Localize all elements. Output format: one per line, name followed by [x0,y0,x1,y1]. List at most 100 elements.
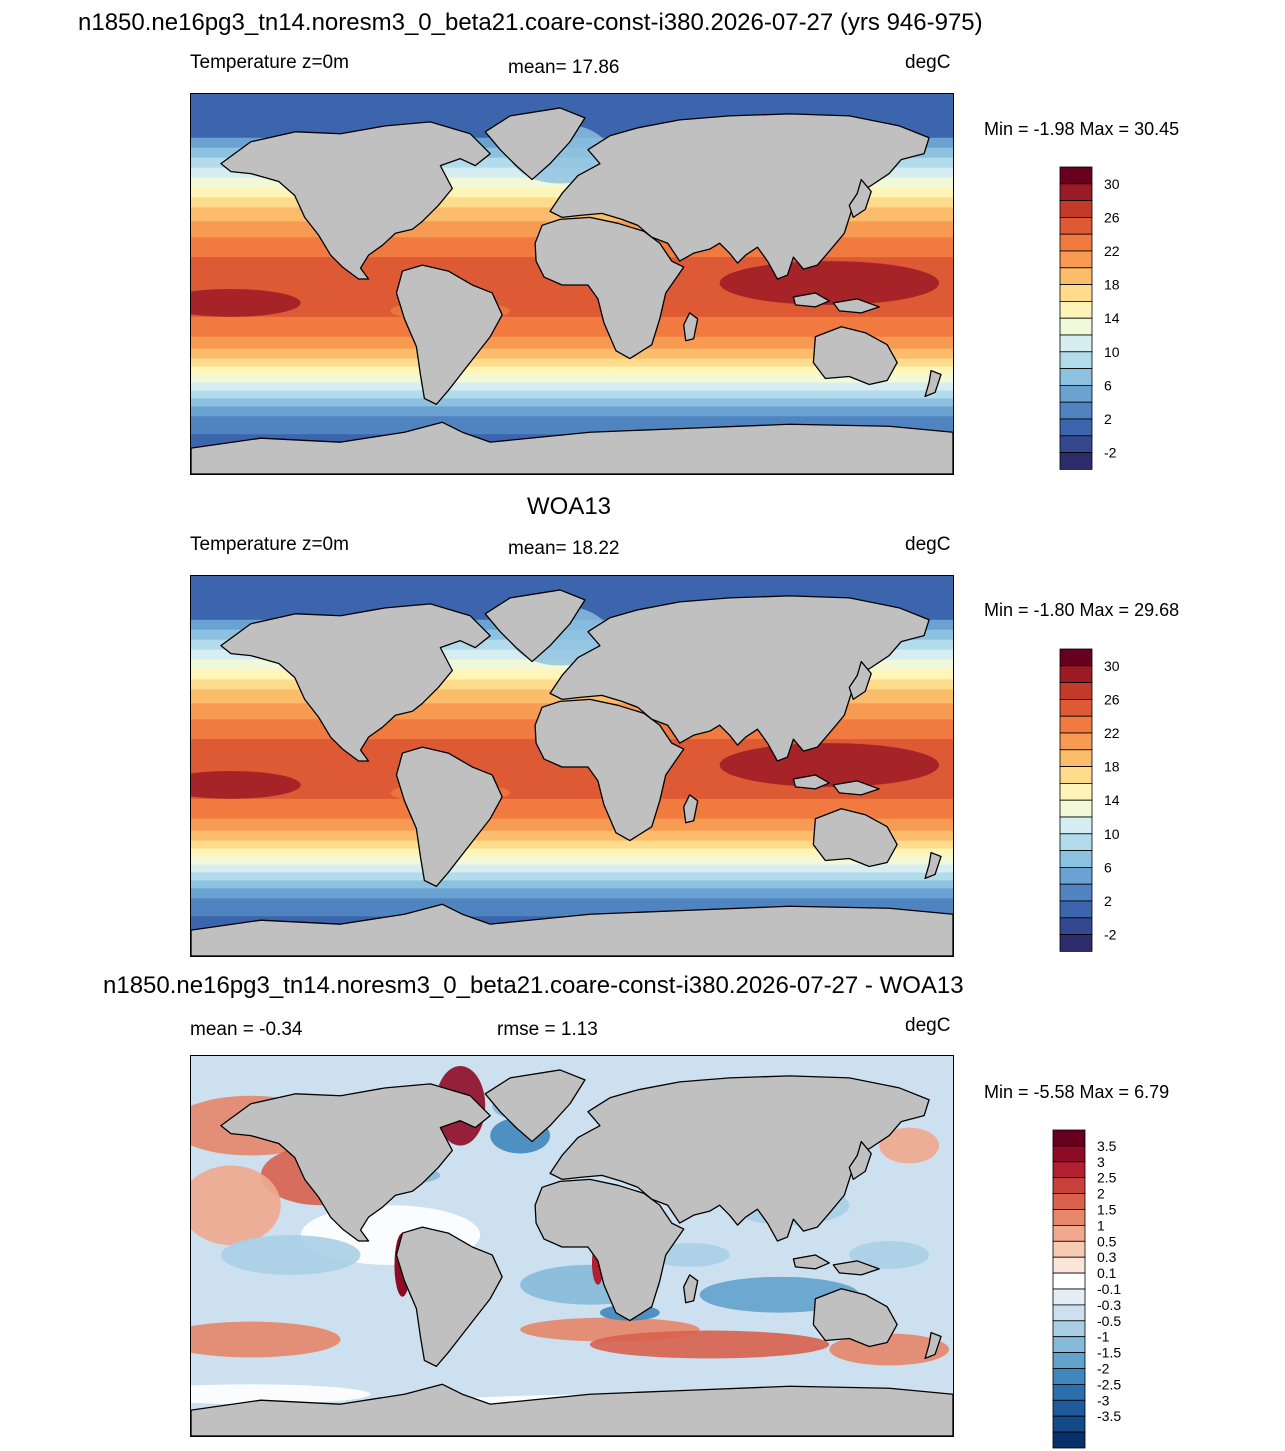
colorbar-swatch [1059,850,1093,868]
warm-pool [719,743,940,787]
colorbar-tick-label: 1 [1097,1217,1105,1233]
colorbar-swatch [1059,250,1093,269]
colorbar-tick-label: 22 [1104,243,1120,259]
landmass-north-america [220,1083,491,1242]
colorbar-swatch [1059,351,1093,370]
panel2-title: WOA13 [527,493,612,520]
landmass-australia [812,808,898,868]
panel1-colorbar: 30 26 22 18 14 10 6 2 -2 [1059,166,1169,472]
colorbar-swatch [1052,1431,1086,1449]
sst-band [191,336,953,350]
landmass-south-america [395,1226,503,1368]
landmass-japan [848,178,872,218]
panel1-title: n1850.ne16pg3_tn14.noresm3_0_beta21.coar… [78,9,983,36]
colorbar-tick-label: 26 [1104,209,1120,225]
landmass-australia [812,326,898,386]
landmass-japan [848,660,872,700]
colorbar-swatch [1052,1209,1086,1226]
panel2-units-label: degC [905,534,951,555]
sst-band [191,366,953,376]
sst-band [191,348,953,360]
colorbar-swatch [1052,1399,1086,1417]
landmass-greenland [484,107,586,181]
colorbar-swatch [1059,233,1093,252]
colorbar-swatch [1059,384,1093,403]
colorbar-swatch [1052,1129,1086,1147]
anomaly-patch [220,1235,361,1275]
colorbar-swatch [1059,368,1093,386]
colorbar-swatch [1052,1368,1086,1385]
sst-band [191,840,953,850]
map-plot [191,94,953,474]
landmass-indonesia [792,292,880,314]
panel3-units-label: degC [905,1015,951,1036]
colorbar-swatch [1059,682,1093,700]
warm-pool [719,261,940,305]
colorbar-swatch [1052,1304,1086,1322]
colorbar-swatch [1052,1272,1086,1290]
anomaly-patch [191,1321,341,1358]
colorbar-tick-label: 0.3 [1097,1249,1117,1265]
landmass-new-zealand [924,1331,942,1360]
landmass-antarctica [191,421,953,474]
colorbar-tick-label: -2 [1104,445,1117,461]
colorbar-tick-label: -1.5 [1097,1345,1121,1361]
colorbar-swatch [1052,1145,1086,1163]
sst-band [191,382,953,392]
landmass-indonesia [792,774,880,796]
colorbar-graphic: 3.532.521.510.50.30.1-0.1-0.3-0.5-1-1.5-… [1052,1129,1121,1449]
landmass-europe-asia [549,113,930,280]
colorbar-swatch [1059,267,1093,286]
colorbar-tick-label: 1.5 [1097,1202,1117,1218]
sst-band [191,406,953,418]
sst-band [191,358,953,368]
colorbar-swatch [1059,284,1093,302]
anomaly-patch [191,1165,281,1245]
colorbar-swatch [1059,300,1093,319]
sst-band [191,856,953,866]
colorbar-tick-label: 3 [1097,1154,1105,1170]
warm-pool [191,288,301,317]
colorbar-tick-label: 26 [1104,691,1120,707]
sst-band [191,818,953,832]
sst-band [191,880,953,890]
colorbar-swatch [1059,917,1093,935]
panel2-minmax-label: Min = -1.80 Max = 29.68 [984,600,1180,620]
colorbar-tick-label: 6 [1104,377,1112,393]
colorbar-swatch [1052,1161,1086,1179]
landmass-north-america [220,121,491,280]
colorbar-swatch [1059,200,1093,218]
colorbar-tick-label: -0.1 [1097,1281,1121,1297]
landmass-new-zealand [924,369,942,398]
colorbar-tick-label: 2 [1104,893,1112,909]
colorbar-tick-label: 22 [1104,725,1120,741]
colorbar-swatch [1059,934,1093,952]
colorbar-swatch [1059,883,1093,902]
panel1-variable-label: Temperature z=0m [190,52,349,73]
colorbar-tick-label: -0.3 [1097,1297,1121,1313]
panel2-mean-label: mean= 18.22 [508,538,620,559]
colorbar-swatch [1052,1240,1086,1258]
panel2-variable-label: Temperature z=0m [190,534,349,555]
colorbar-swatch [1059,766,1093,784]
landmass-antarctica [191,903,953,956]
sst-band [191,872,953,882]
sst-band [191,888,953,900]
map-plot [191,576,953,956]
colorbar-swatch [1052,1336,1086,1353]
colorbar-swatch [1059,665,1093,683]
colorbar-swatch [1059,799,1093,818]
landmass-europe-asia [549,1075,930,1242]
colorbar-swatch [1052,1415,1086,1433]
colorbar-tick-label: 0.5 [1097,1233,1117,1249]
colorbar-tick-label: -2.5 [1097,1376,1121,1392]
colorbar-swatch [1059,782,1093,801]
landmass-madagascar [683,794,699,824]
colorbar-swatch [1059,866,1093,885]
panel2-colorbar: 30 26 22 18 14 10 6 2 -2 [1059,648,1169,954]
colorbar-tick-label: 3.5 [1097,1138,1117,1154]
colorbar-swatch [1052,1320,1086,1338]
panel1-mean-label: mean= 17.86 [508,57,620,78]
sst-band [191,798,953,820]
colorbar-swatch [1059,715,1093,734]
